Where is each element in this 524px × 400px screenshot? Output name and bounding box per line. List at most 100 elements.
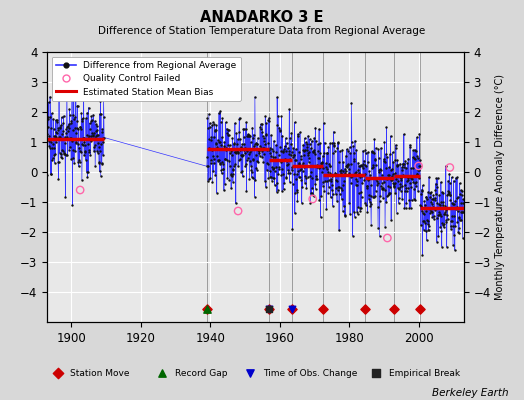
- Point: [218, 159, 226, 165]
- Point: [456, 191, 464, 197]
- Point: [214, 146, 223, 152]
- Point: [311, 181, 319, 187]
- Point: [48, 110, 56, 116]
- Point: [335, 184, 344, 190]
- Point: [84, 135, 92, 141]
- Point: [217, 167, 225, 174]
- Point: [439, 189, 447, 196]
- Point: [265, 147, 273, 153]
- Point: [409, 164, 417, 171]
- Point: [333, 198, 341, 204]
- Point: [297, 156, 305, 162]
- Point: [210, 160, 218, 166]
- Point: [346, 150, 355, 157]
- Point: [331, 169, 340, 176]
- Point: [452, 204, 461, 210]
- Point: [242, 126, 250, 132]
- Point: [427, 190, 435, 196]
- Point: [453, 194, 462, 200]
- Point: [228, 178, 237, 185]
- Point: [424, 221, 432, 228]
- Point: [362, 182, 370, 189]
- Point: [97, 160, 106, 166]
- Point: [48, 145, 56, 152]
- Point: [396, 184, 405, 190]
- Point: [431, 206, 439, 213]
- Point: [356, 204, 364, 211]
- Point: [280, 143, 289, 149]
- Point: [244, 155, 252, 162]
- Point: [452, 205, 461, 211]
- Point: [89, 112, 97, 118]
- Point: [445, 170, 453, 177]
- Point: [368, 149, 377, 155]
- Point: [377, 145, 385, 151]
- Point: [445, 180, 454, 186]
- Point: [381, 187, 389, 194]
- Point: [318, 168, 326, 175]
- Point: [235, 129, 243, 135]
- Point: [309, 192, 318, 198]
- Point: [260, 145, 269, 151]
- Point: [312, 173, 320, 179]
- Point: [319, 152, 327, 159]
- Point: [69, 147, 77, 154]
- Point: [416, 157, 424, 164]
- Point: [87, 113, 95, 119]
- Point: [408, 176, 416, 182]
- Point: [289, 181, 297, 187]
- Point: [206, 160, 215, 166]
- Point: [384, 172, 392, 178]
- Point: [374, 224, 383, 231]
- Point: [319, 165, 328, 171]
- Point: [268, 178, 276, 184]
- Point: [348, 232, 357, 239]
- Point: [421, 205, 430, 211]
- Point: [458, 235, 467, 241]
- Point: [350, 156, 358, 162]
- Point: [411, 146, 419, 153]
- Point: [435, 211, 444, 217]
- Point: [241, 145, 249, 152]
- Point: [381, 151, 390, 157]
- Point: [283, 158, 291, 164]
- Point: [459, 196, 467, 203]
- Point: [399, 164, 408, 170]
- Point: [56, 149, 64, 156]
- Point: [256, 124, 264, 130]
- Point: [442, 219, 450, 225]
- Point: [388, 166, 396, 172]
- Point: [251, 141, 259, 147]
- Point: [255, 150, 264, 156]
- Point: [431, 197, 439, 204]
- Point: [244, 132, 253, 138]
- Point: [378, 186, 386, 192]
- Point: [324, 190, 332, 196]
- Point: [416, 131, 424, 137]
- Point: [265, 305, 274, 312]
- Point: [408, 197, 416, 204]
- Point: [44, 114, 52, 120]
- Point: [47, 125, 56, 132]
- Point: [246, 133, 254, 139]
- Point: [308, 185, 316, 191]
- Point: [356, 174, 365, 180]
- Point: [449, 223, 457, 229]
- Point: [335, 227, 343, 234]
- Point: [72, 130, 81, 136]
- Point: [50, 144, 58, 151]
- Point: [370, 150, 378, 157]
- Point: [337, 185, 345, 192]
- Point: [398, 167, 407, 173]
- Point: [351, 213, 359, 220]
- Point: [224, 127, 233, 134]
- Point: [71, 125, 79, 131]
- Point: [326, 140, 334, 146]
- Point: [383, 124, 391, 130]
- Point: [455, 224, 463, 231]
- Point: [63, 124, 71, 130]
- Point: [219, 166, 227, 172]
- Point: [377, 180, 386, 186]
- Point: [249, 175, 257, 181]
- Point: [303, 144, 311, 150]
